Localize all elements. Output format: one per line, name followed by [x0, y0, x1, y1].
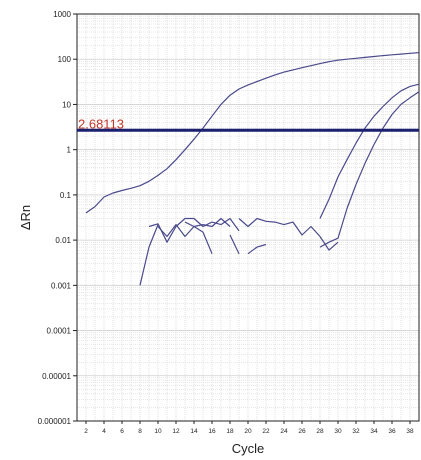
- y-axis-label: ΔRn: [18, 205, 33, 230]
- x-tick-label: 8: [138, 428, 142, 435]
- amplification-curve-8: [211, 217, 240, 232]
- y-tick-label: 0.00001: [42, 372, 71, 381]
- plot-frame: [76, 13, 420, 422]
- y-tick-label: 0.01: [55, 236, 71, 245]
- amplification-curve-9: [229, 234, 240, 254]
- y-tick-label: 0.000001: [38, 417, 72, 426]
- x-tick-label: 2: [84, 428, 88, 435]
- y-axis-ticks: 1000 100 10 1 0.1 0.01 0.001 0.0001 0.00001 0.000…: [38, 10, 77, 426]
- y-tick-label: 10: [62, 100, 71, 109]
- x-tick-label: 34: [370, 428, 378, 435]
- grid: [76, 14, 420, 422]
- amplification-curve-11: [247, 243, 267, 255]
- x-tick-label: 30: [334, 428, 342, 435]
- amplification-curve-1: [85, 52, 420, 214]
- x-tick-label: 14: [190, 428, 198, 435]
- x-axis-ticks: 2 4 6 8 10 12 14 16 18 20 22 24 26 28 30 32 34 36 38: [84, 421, 414, 435]
- x-axis-label: Cycle: [232, 441, 265, 456]
- x-tick-label: 38: [406, 428, 414, 435]
- amplification-curve-7: [184, 217, 231, 228]
- x-tick-label: 36: [388, 428, 396, 435]
- y-tick-label: 0.1: [60, 191, 72, 200]
- x-tick-label: 6: [120, 428, 124, 435]
- y-tick-label: 0.001: [51, 281, 72, 290]
- y-tick-label: 100: [58, 55, 72, 64]
- x-tick-label: 10: [154, 428, 162, 435]
- amplification-curve-4: [139, 224, 159, 286]
- threshold-label: 2.68113: [78, 116, 124, 131]
- amplification-curve-3: [319, 91, 420, 248]
- amplification-curve-2: [319, 83, 420, 219]
- x-tick-label: 16: [208, 428, 216, 435]
- series-layer: [85, 52, 420, 286]
- x-tick-label: 28: [316, 428, 324, 435]
- y-tick-label: 1000: [53, 10, 71, 19]
- x-tick-label: 22: [262, 428, 270, 435]
- x-tick-label: 18: [226, 428, 234, 435]
- y-tick-label: 1: [67, 146, 72, 155]
- x-tick-label: 26: [298, 428, 306, 435]
- y-tick-label: 0.0001: [47, 327, 72, 336]
- amplification-curve-6: [157, 224, 213, 254]
- x-tick-label: 24: [280, 428, 288, 435]
- x-tick-label: 4: [102, 428, 106, 435]
- x-tick-label: 32: [352, 428, 360, 435]
- amplification-curve-10: [238, 217, 339, 251]
- x-tick-label: 20: [244, 428, 252, 435]
- x-tick-label: 12: [172, 428, 180, 435]
